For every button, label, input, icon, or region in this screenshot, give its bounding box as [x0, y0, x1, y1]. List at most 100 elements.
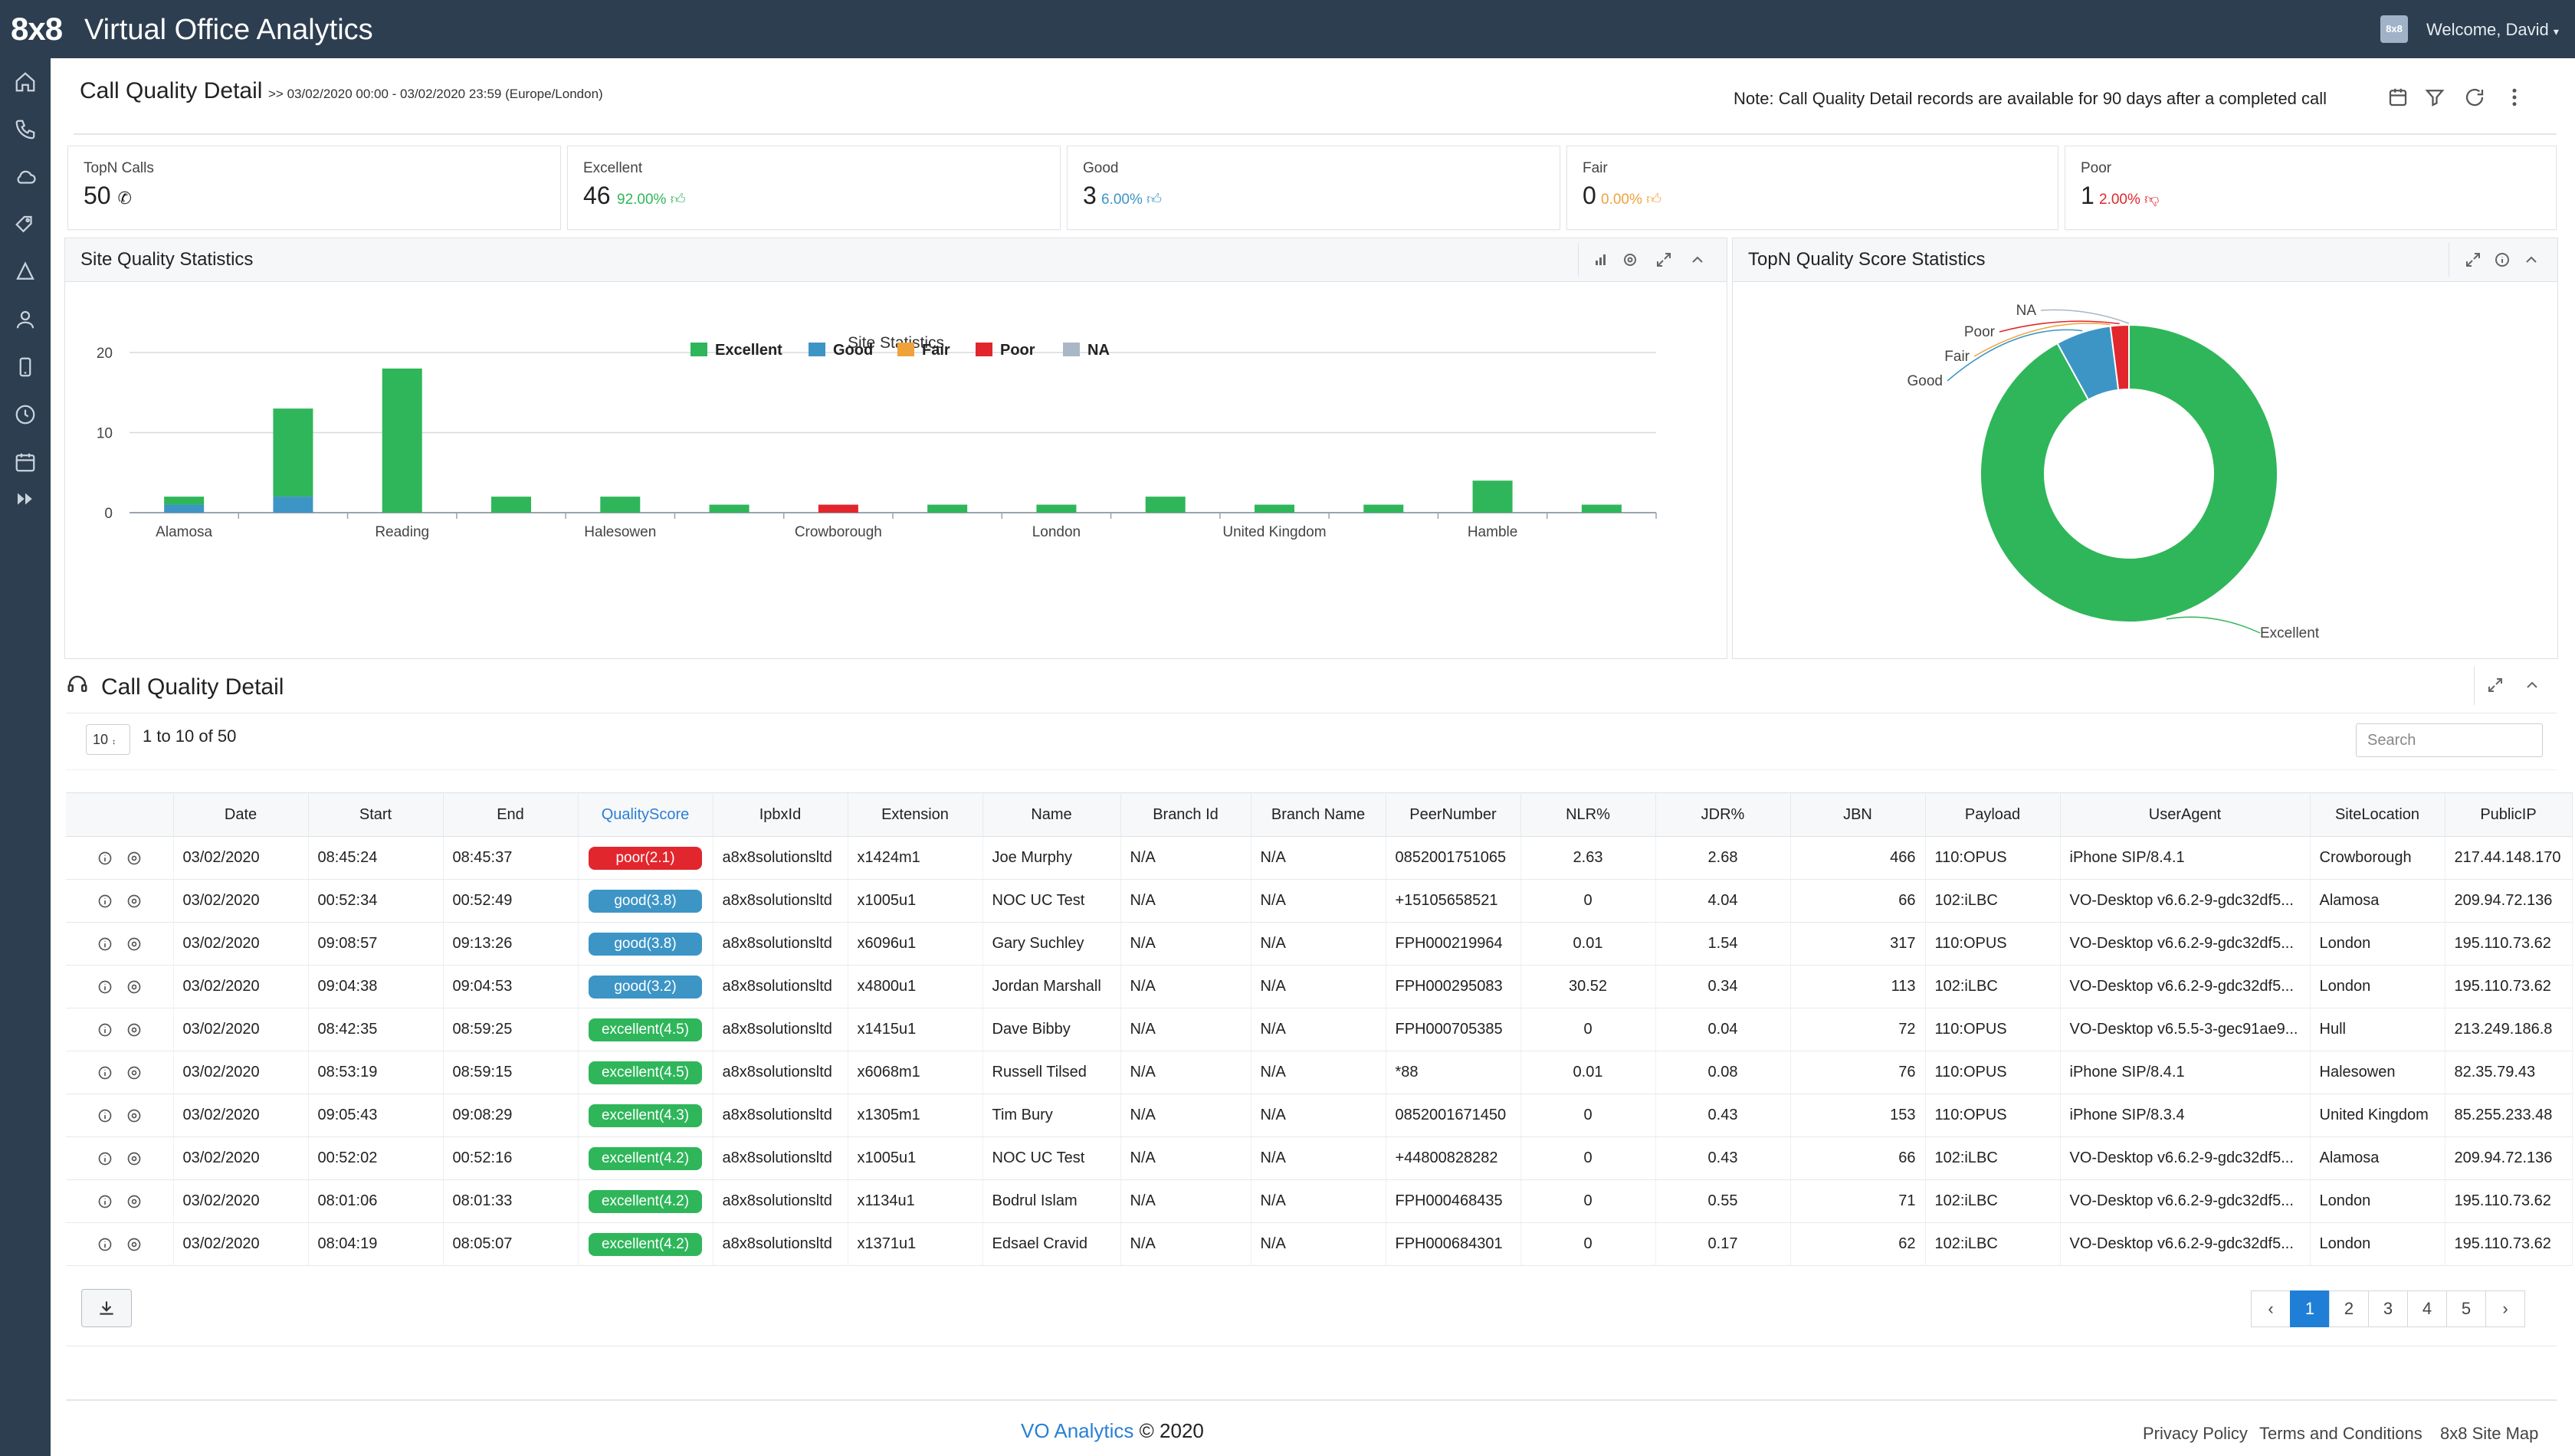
- calendar-icon[interactable]: [14, 451, 37, 474]
- cell-peernumber: +15105658521: [1386, 879, 1521, 923]
- bar-excellent: [1581, 504, 1622, 513]
- column-header[interactable]: SiteLocation: [2310, 792, 2445, 837]
- column-header[interactable]: Payload: [1925, 792, 2061, 837]
- welcome-text: Welcome, David: [2426, 20, 2549, 39]
- column-header[interactable]: Branch Name: [1251, 792, 1386, 837]
- stat-card-good[interactable]: Good 3 6.00% 👍︎: [1067, 146, 1560, 230]
- phone-icon[interactable]: [14, 118, 37, 141]
- page-button-4[interactable]: 4: [2407, 1290, 2447, 1327]
- stat-card-poor[interactable]: Poor 1 2.00% 👎︎: [2065, 146, 2557, 230]
- cloud-icon[interactable]: [14, 166, 37, 189]
- page-button-3[interactable]: 3: [2368, 1290, 2408, 1327]
- avatar[interactable]: 8x8: [2380, 15, 2408, 43]
- settings-icon[interactable]: [126, 1108, 142, 1123]
- collapse-icon[interactable]: [2522, 251, 2541, 269]
- settings-icon[interactable]: [126, 851, 142, 866]
- info-icon[interactable]: [97, 1022, 113, 1038]
- section-title: Call Quality Detail: [101, 674, 284, 700]
- settings-icon[interactable]: [1621, 251, 1639, 269]
- table-row[interactable]: 03/02/2020 09:08:57 09:13:26 good(3.8) a8x8s…: [66, 922, 2573, 966]
- thumbs-up-icon: 👍︎: [670, 192, 686, 208]
- column-header[interactable]: UserAgent: [2060, 792, 2311, 837]
- vo-analytics-link[interactable]: VO Analytics: [1021, 1419, 1134, 1442]
- user-menu[interactable]: Welcome, David ▾: [2426, 20, 2559, 40]
- cell-peernumber: FPH000705385: [1386, 1008, 1521, 1051]
- clock-icon[interactable]: [14, 403, 37, 426]
- table-row[interactable]: 03/02/2020 08:53:19 08:59:15 excellent(4.5)…: [66, 1051, 2573, 1094]
- column-header[interactable]: PublicIP: [2445, 792, 2573, 837]
- expand-icon[interactable]: [2464, 251, 2482, 269]
- info-icon[interactable]: [97, 979, 113, 995]
- table-row[interactable]: 03/02/2020 09:05:43 09:08:29 excellent(4.3)…: [66, 1094, 2573, 1137]
- column-header[interactable]: IpbxId: [713, 792, 848, 837]
- info-icon[interactable]: [97, 851, 113, 866]
- table-row[interactable]: 03/02/2020 08:45:24 08:45:37 poor(2.1) a8x8s…: [66, 836, 2573, 880]
- column-header[interactable]: Extension: [848, 792, 983, 837]
- expand-icon[interactable]: [2486, 676, 2504, 694]
- column-header[interactable]: JDR%: [1655, 792, 1791, 837]
- column-header[interactable]: Date: [173, 792, 309, 837]
- settings-icon[interactable]: [126, 1151, 142, 1166]
- privacy-policy-link[interactable]: Privacy Policy: [2143, 1424, 2248, 1443]
- settings-icon[interactable]: [126, 979, 142, 995]
- info-icon[interactable]: [97, 1151, 113, 1166]
- collapse-icon[interactable]: [2523, 676, 2541, 694]
- page-button-5[interactable]: 5: [2446, 1290, 2486, 1327]
- table-row[interactable]: 03/02/2020 00:52:34 00:52:49 good(3.8) a8x8s…: [66, 879, 2573, 923]
- terms-link[interactable]: Terms and Conditions: [2259, 1424, 2422, 1443]
- info-icon[interactable]: [97, 1065, 113, 1081]
- info-icon[interactable]: [97, 1194, 113, 1209]
- table-row[interactable]: 03/02/2020 08:04:19 08:05:07 excellent(4.2)…: [66, 1222, 2573, 1266]
- info-icon[interactable]: [97, 1108, 113, 1123]
- column-header[interactable]: Start: [308, 792, 444, 837]
- settings-icon[interactable]: [126, 1237, 142, 1252]
- info-icon[interactable]: [97, 936, 113, 952]
- refresh-icon[interactable]: [2463, 86, 2486, 109]
- bar-chart-icon[interactable]: [1592, 251, 1610, 269]
- logo[interactable]: 8x8: [11, 11, 63, 47]
- bar-excellent: [273, 408, 313, 497]
- mobile-icon[interactable]: [14, 356, 37, 379]
- info-icon[interactable]: [2493, 251, 2511, 269]
- site-map-link[interactable]: 8x8 Site Map: [2440, 1424, 2539, 1443]
- home-icon[interactable]: [14, 71, 37, 93]
- download-button[interactable]: [81, 1289, 132, 1327]
- settings-icon[interactable]: [126, 1022, 142, 1038]
- filter-icon[interactable]: [2423, 86, 2446, 109]
- expand-icon[interactable]: [1655, 251, 1673, 269]
- settings-icon[interactable]: [126, 1065, 142, 1081]
- panel-header: Site Quality Statistics: [65, 238, 1727, 282]
- info-icon[interactable]: [97, 1237, 113, 1252]
- user-icon[interactable]: [14, 308, 37, 331]
- column-header[interactable]: JBN: [1790, 792, 1926, 837]
- column-header[interactable]: NLR%: [1520, 792, 1656, 837]
- table-row[interactable]: 03/02/2020 08:01:06 08:01:33 excellent(4.2)…: [66, 1179, 2573, 1223]
- settings-icon[interactable]: [126, 1194, 142, 1209]
- column-header[interactable]: End: [443, 792, 579, 837]
- page-button-1[interactable]: 1: [2290, 1290, 2330, 1327]
- column-header[interactable]: PeerNumber: [1386, 792, 1521, 837]
- next-page-button[interactable]: ›: [2485, 1290, 2525, 1327]
- column-header[interactable]: QualityScore: [578, 792, 713, 837]
- collapse-icon[interactable]: [1688, 251, 1707, 269]
- table-row[interactable]: 03/02/2020 00:52:02 00:52:16 excellent(4.2)…: [66, 1136, 2573, 1180]
- calendar-icon[interactable]: [2386, 86, 2409, 109]
- info-icon[interactable]: [97, 894, 113, 909]
- page-button-2[interactable]: 2: [2329, 1290, 2369, 1327]
- search-input[interactable]: [2356, 723, 2543, 757]
- settings-icon[interactable]: [126, 894, 142, 909]
- column-header[interactable]: Branch Id: [1120, 792, 1251, 837]
- column-header[interactable]: Name: [982, 792, 1121, 837]
- forward-icon[interactable]: [14, 487, 37, 510]
- table-row[interactable]: 03/02/2020 09:04:38 09:04:53 good(3.2) a8x8s…: [66, 965, 2573, 1008]
- stat-card-excellent[interactable]: Excellent 46 92.00% 👍︎: [567, 146, 1061, 230]
- prev-page-button[interactable]: ‹: [2251, 1290, 2291, 1327]
- sitemap-icon[interactable]: [14, 261, 37, 284]
- tags-icon[interactable]: [14, 213, 37, 236]
- table-row[interactable]: 03/02/2020 08:42:35 08:59:25 excellent(4.5)…: [66, 1008, 2573, 1051]
- more-options-icon[interactable]: [2503, 86, 2526, 109]
- page-size-select[interactable]: 10 ↕: [86, 724, 130, 755]
- settings-icon[interactable]: [126, 936, 142, 952]
- stat-card-topn[interactable]: TopN Calls 50 ✆: [67, 146, 561, 230]
- stat-card-fair[interactable]: Fair 0 0.00% 👍︎: [1566, 146, 2058, 230]
